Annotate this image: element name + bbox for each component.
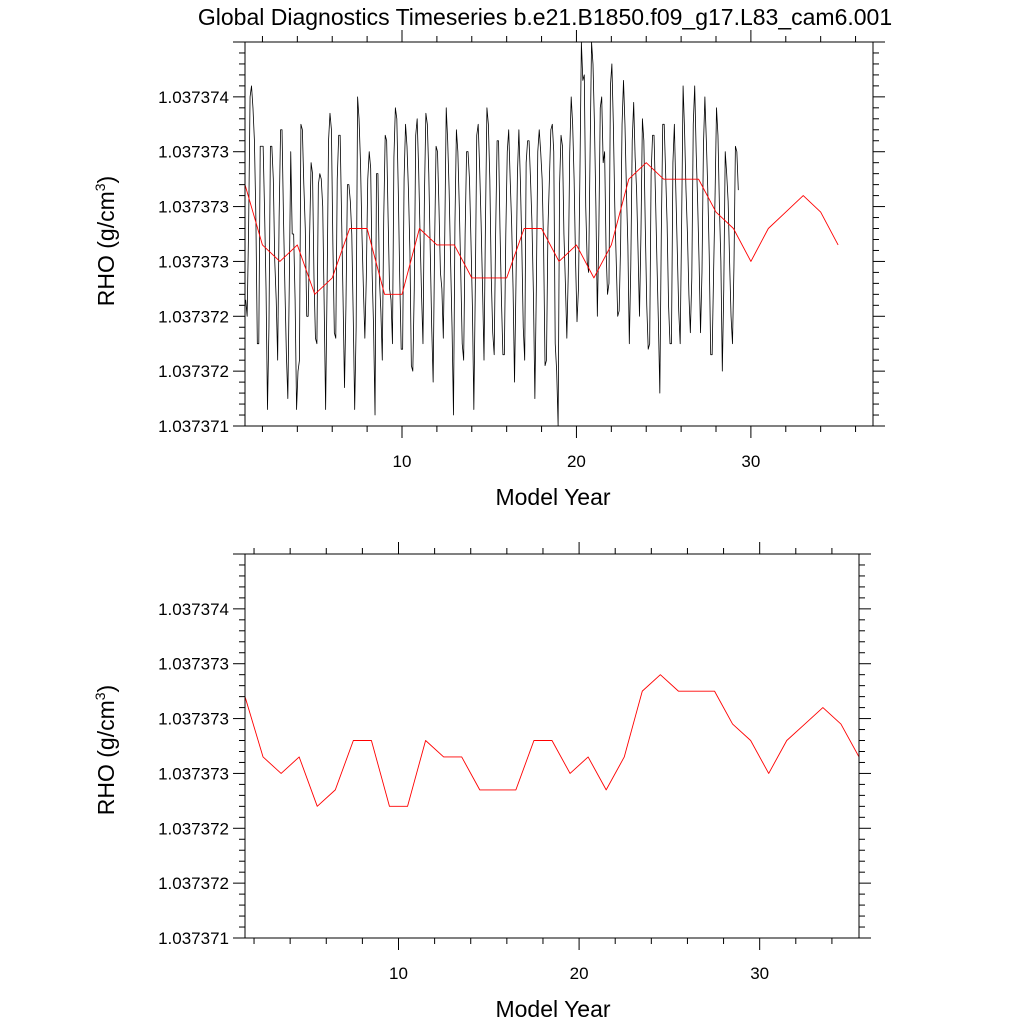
y-tick-label: 1.037373 [158,198,229,217]
bottom-x-axis-label: Model Year [495,996,610,1022]
y-tick-label: 1.037374 [158,88,229,107]
y-tick-label: 1.037372 [158,307,229,326]
y-tick-label: 1.037373 [158,764,229,783]
top-y-tick-labels: 1.037371 1.037372 1.037372 1.037373 1.037373… [158,88,229,436]
y-tick-label: 1.037373 [158,252,229,271]
y-tick-label: 1.037372 [158,819,229,838]
top-y-axis-label-main: RHO (g/cm [93,191,119,306]
bottom-y-axis-label: RHO (g/cm3) [92,685,119,815]
bottom-y-axis-label-sup: 3 [92,692,108,700]
top-y-axis-label-close: ) [93,176,119,184]
bottom-x-tick-labels: 10 20 30 [389,964,769,983]
series-line-annual [245,162,839,295]
top-series-group [245,42,839,426]
top-x-tick-labels: 10 20 30 [393,452,761,471]
top-y-axis-label-sup: 3 [92,183,108,191]
bottom-series-group [245,674,859,807]
top-ticks [233,30,885,438]
x-tick-label: 20 [567,452,586,471]
bottom-ticks [233,542,871,950]
x-tick-label: 30 [741,452,760,471]
x-tick-label: 20 [570,964,589,983]
x-tick-label: 10 [393,452,412,471]
chart-title: Global Diagnostics Timeseries b.e21.B185… [198,4,892,30]
y-tick-label: 1.037374 [158,600,229,619]
y-tick-label: 1.037373 [158,143,229,162]
x-tick-label: 10 [389,964,408,983]
y-tick-label: 1.037372 [158,874,229,893]
bottom-y-axis-label-main: RHO (g/cm [93,700,119,815]
bottom-panel: 1.037371 1.037372 1.037372 1.037373 1.037373… [92,542,871,1022]
series-line-annual [245,674,859,807]
bottom-y-axis-label-close: ) [93,685,119,693]
x-tick-label: 30 [750,964,769,983]
bottom-y-tick-labels: 1.037371 1.037372 1.037372 1.037373 1.037373… [158,600,229,948]
y-tick-label: 1.037371 [158,929,229,948]
top-plot-frame [244,41,874,427]
y-tick-label: 1.037371 [158,417,229,436]
y-tick-label: 1.037372 [158,362,229,381]
series-line-monthly [245,42,739,426]
y-tick-label: 1.037373 [158,655,229,674]
top-y-axis-label: RHO (g/cm3) [92,176,119,306]
top-x-axis-label: Model Year [495,484,610,510]
y-tick-label: 1.037373 [158,710,229,729]
top-panel: 1.037371 1.037372 1.037372 1.037373 1.037373… [92,30,885,510]
bottom-plot-frame [244,553,860,939]
